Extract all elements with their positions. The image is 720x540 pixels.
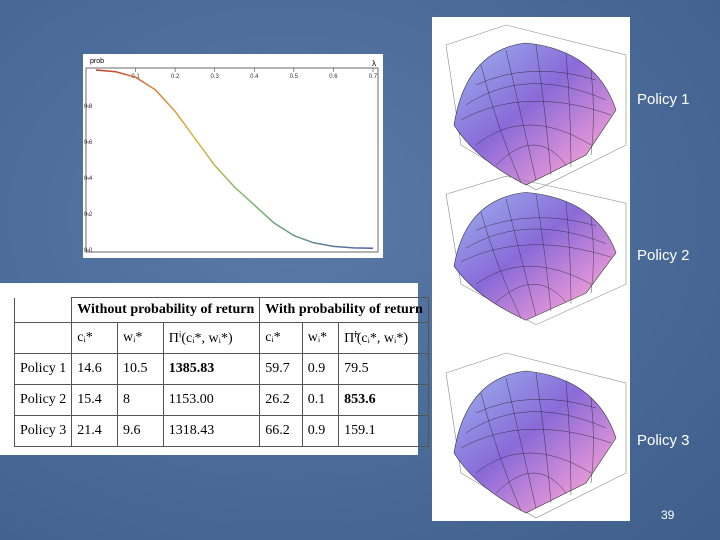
surface-plot xyxy=(445,24,627,191)
chart: prob λ 0.00.20.40.60.80.1 0.2 0.3 0.4 0.5 0.6… xyxy=(84,58,379,254)
table-cell: 1153.00 xyxy=(162,384,261,416)
table-cell: 21.4 xyxy=(71,415,119,447)
surface-label: Policy 1 xyxy=(637,91,690,108)
row-header: Policy 3 xyxy=(13,415,73,447)
table-row: Policy 1 14.6 10.5 1385.83 59.7 0.9 79.5 xyxy=(13,353,429,385)
table-cell: 66.2 xyxy=(259,415,303,447)
page-number: 39 xyxy=(661,508,675,522)
surface-plot xyxy=(445,175,627,326)
table-panel: Without probability of return With probab… xyxy=(0,283,429,455)
table-cell: 0.1 xyxy=(301,384,340,416)
surface-plots-panel xyxy=(432,17,630,521)
x-tick-label: 0.5 xyxy=(290,74,299,80)
column-header: wᵢ* xyxy=(301,322,340,354)
y-tick-label: 0.4 xyxy=(84,176,93,182)
column-header: Πⁱ(cᵢ*, wᵢ*) xyxy=(162,322,261,354)
column-header-row: cᵢ* wᵢ* Πⁱ(cᵢ*, wᵢ*) cᵢ* wᵢ* Π̃ⁱ(cᵢ*, wᵢ*) xyxy=(13,322,429,354)
table-cell: 0.9 xyxy=(301,353,340,385)
table-cell: 79.5 xyxy=(338,353,429,385)
table-cell: 26.2 xyxy=(259,384,303,416)
surface-label: Policy 3 xyxy=(637,432,690,449)
empty-cell xyxy=(13,297,73,323)
surface-plots xyxy=(445,24,627,519)
group-header: Without probability of return xyxy=(71,297,261,323)
x-axis-label: λ xyxy=(372,59,376,68)
table-cell: 853.6 xyxy=(338,384,429,416)
group-header: With probability of return xyxy=(259,297,429,323)
line-series xyxy=(95,69,374,249)
table-cell: 1385.83 xyxy=(162,353,261,385)
column-header: Π̃ⁱ(cᵢ*, wᵢ*) xyxy=(338,322,429,354)
x-tick-label: 0.4 xyxy=(250,74,259,80)
plot-frame xyxy=(85,67,379,253)
surface-plot xyxy=(445,352,627,519)
table-cell: 10.5 xyxy=(117,353,164,385)
row-header: Policy 2 xyxy=(13,384,73,416)
column-header: cᵢ* xyxy=(71,322,119,354)
table-cell: 14.6 xyxy=(71,353,119,385)
y-axis-label: prob xyxy=(90,58,104,65)
table-row: Policy 3 21.4 9.6 1318.43 66.2 0.9 159.1 xyxy=(13,415,429,447)
table-row: Policy 2 15.4 8 1153.00 26.2 0.1 853.6 xyxy=(13,384,429,416)
group-header-row: Without probability of return With probab… xyxy=(13,297,429,323)
y-tick-label: 0.8 xyxy=(84,104,93,110)
x-tick-label: 0.2 xyxy=(171,74,180,80)
table-cell: 8 xyxy=(117,384,164,416)
column-header: cᵢ* xyxy=(259,322,303,354)
x-tick-label: 0.7 xyxy=(369,74,378,80)
chart-panel: prob λ 0.0 0.2 0.4 0.6 0.8 0.1 0.2 0.3 0.4 0.5 0.6… xyxy=(83,54,383,258)
y-tick-label: 0.0 xyxy=(84,248,93,254)
table-cell: 59.7 xyxy=(259,353,303,385)
empty-cell xyxy=(13,322,73,354)
x-tick-label: 0.6 xyxy=(329,74,338,80)
table-cell: 1318.43 xyxy=(162,415,261,447)
table-cell: 159.1 xyxy=(338,415,429,447)
results-table: Without probability of return With probab… xyxy=(13,297,429,447)
table-cell: 15.4 xyxy=(71,384,119,416)
surface-label: Policy 2 xyxy=(637,247,690,264)
row-header: Policy 1 xyxy=(13,353,73,385)
y-tick-label: 0.2 xyxy=(84,212,93,218)
column-header: wᵢ* xyxy=(117,322,164,354)
table-cell: 9.6 xyxy=(117,415,164,447)
x-tick-label: 0.3 xyxy=(211,74,220,80)
table-cell: 0.9 xyxy=(301,415,340,447)
y-tick-label: 0.6 xyxy=(84,140,93,146)
